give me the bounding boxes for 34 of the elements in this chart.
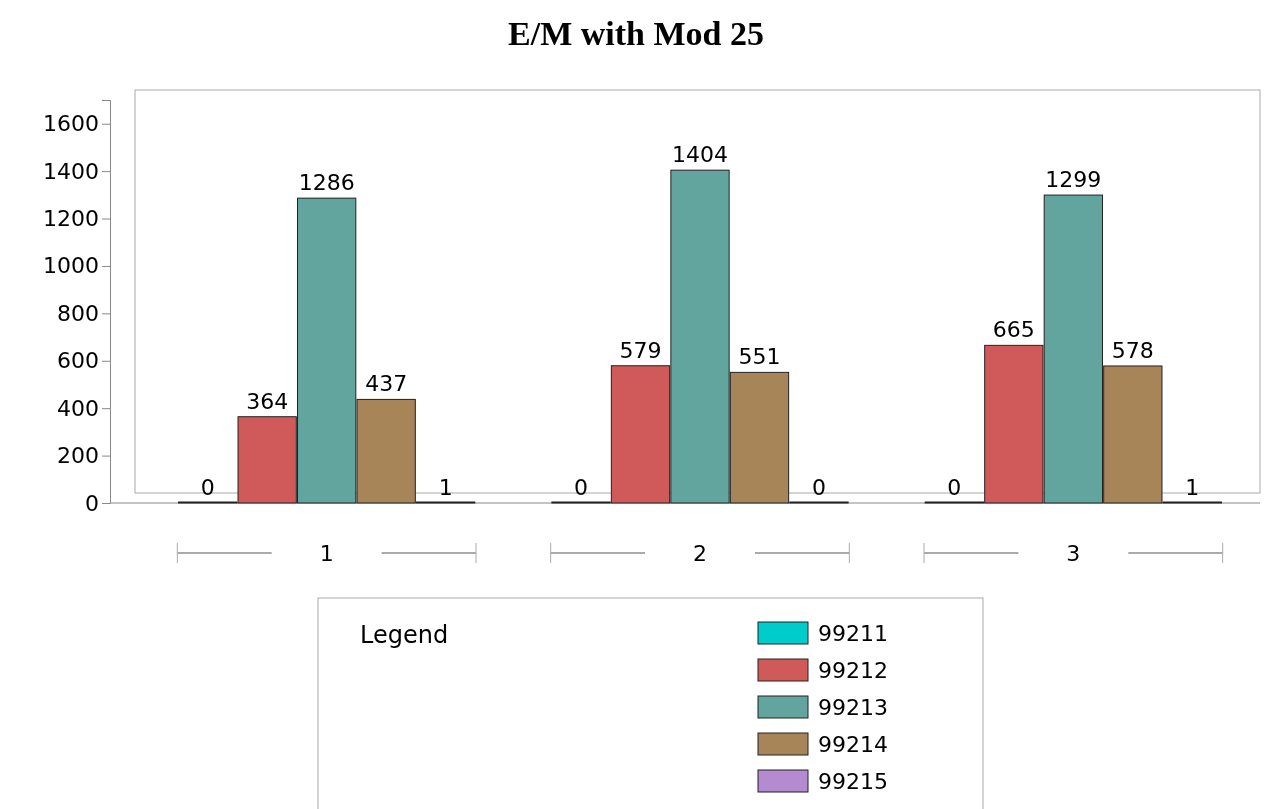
data-label: 0 (574, 475, 589, 500)
legend-label: 99213 (818, 695, 888, 720)
data-label: 1286 (298, 170, 355, 196)
legend-label: 99211 (818, 621, 888, 646)
data-label: 1 (1185, 474, 1200, 500)
data-label: 1299 (1045, 167, 1102, 193)
y-tick-label: 1600 (43, 111, 99, 137)
y-tick-label: 1000 (43, 253, 99, 279)
data-label: 578 (1111, 337, 1154, 363)
data-label: 437 (365, 371, 408, 397)
data-label: 1 (438, 474, 453, 500)
data-label: 1404 (672, 142, 728, 168)
x-tick-label: 2 (693, 541, 707, 566)
x-tick-label: 3 (1066, 541, 1081, 566)
data-label: 364 (246, 388, 289, 414)
data-label: 0 (947, 475, 962, 500)
y-tick-label: 1200 (43, 206, 99, 232)
data-label: 0 (811, 475, 826, 500)
y-tick-label: 1400 (43, 158, 99, 184)
y-tick-label: 800 (57, 300, 99, 326)
y-tick-label: 0 (85, 490, 99, 516)
data-label: 665 (992, 317, 1035, 343)
y-tick-label: 600 (57, 348, 99, 374)
x-tick-label: 1 (319, 541, 334, 566)
y-tick-label: 200 (57, 443, 99, 469)
legend-label: 99212 (818, 658, 888, 683)
data-label: 0 (200, 475, 215, 500)
y-tick-label: 400 (57, 395, 99, 421)
chart-title: E/M with Mod 25 (508, 15, 764, 52)
data-label: 551 (738, 344, 781, 370)
legend-label: 99215 (818, 769, 888, 794)
legend-title: Legend (360, 621, 449, 649)
legend-label: 99214 (818, 732, 888, 757)
data-label: 579 (619, 337, 662, 363)
